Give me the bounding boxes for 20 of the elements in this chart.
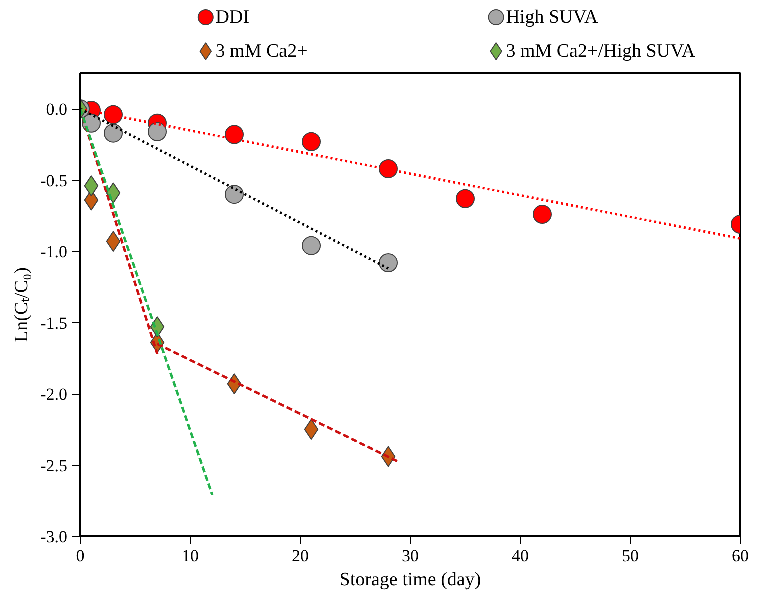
- x-axis-title: Storage time (day): [340, 570, 482, 590]
- y-tick-label: -2.5: [40, 456, 68, 476]
- x-tick-label: 0: [76, 546, 85, 566]
- x-tick-label: 10: [182, 546, 199, 566]
- y-tick-label: -1.0: [40, 242, 68, 262]
- y-tick-label: 0.0: [46, 100, 68, 120]
- legend-label: DDI: [216, 7, 250, 28]
- legend-label: 3 mM Ca2+: [216, 41, 308, 62]
- y-tick-label: -1.5: [40, 314, 68, 333]
- x-tick-label: 30: [402, 546, 419, 566]
- x-tick-label: 20: [292, 546, 309, 566]
- legend-label: High SUVA: [506, 7, 599, 28]
- legend-label: 3 mM Ca2+/High SUVA: [506, 41, 696, 62]
- x-tick-label: 50: [622, 546, 639, 566]
- x-tick-label: 60: [732, 546, 749, 566]
- x-tick-label: 40: [512, 546, 529, 566]
- y-axis-title: Ln(Cₜ/C₀): [12, 267, 33, 343]
- y-tick-label: -3.0: [40, 528, 68, 546]
- y-tick-label: -0.5: [40, 171, 68, 190]
- y-tick-label: -2.0: [40, 385, 68, 404]
